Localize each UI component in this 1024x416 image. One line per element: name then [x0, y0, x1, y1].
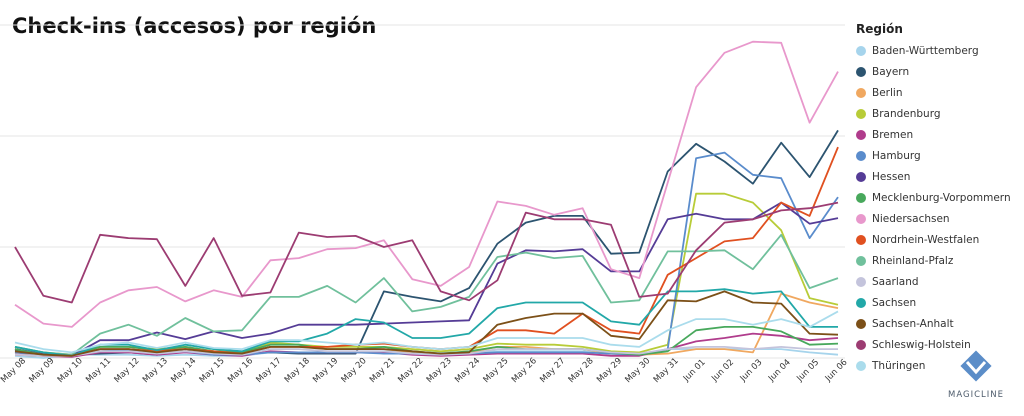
legend-swatch — [856, 255, 866, 266]
x-tick-label: May 14 — [169, 356, 198, 385]
legend-swatch — [856, 66, 866, 77]
x-tick-label: May 17 — [254, 356, 283, 385]
legend-label: Brandenburg — [872, 107, 941, 120]
brand-logo: MAGICLINE — [944, 348, 1008, 400]
x-tick-label: Jun 04 — [766, 358, 793, 385]
legend-swatch — [856, 150, 866, 161]
series-lines — [14, 40, 839, 359]
legend-item[interactable]: Hessen — [856, 166, 1021, 187]
legend-item[interactable]: Brandenburg — [856, 103, 1021, 124]
legend-item[interactable]: Sachsen-Anhalt — [856, 313, 1021, 334]
x-tick-label: May 23 — [425, 356, 454, 385]
legend-swatch — [856, 87, 866, 98]
x-tick-label: May 26 — [510, 356, 539, 385]
series-line — [14, 345, 838, 357]
legend-swatch — [856, 171, 866, 182]
grid-lines — [0, 24, 845, 359]
x-tick-label: May 18 — [283, 356, 312, 385]
legend-label: Sachsen-Anhalt — [872, 317, 954, 330]
legend-swatch — [856, 339, 866, 350]
legend-label: Bremen — [872, 128, 914, 141]
legend: Región Baden-Württemberg Bayern Berlin Bran… — [856, 22, 1021, 376]
x-tick-label: May 19 — [311, 356, 340, 385]
legend-label: Niedersachsen — [872, 212, 950, 225]
x-tick-label: Jun 06 — [823, 358, 850, 385]
legend-swatch — [856, 297, 866, 308]
legend-item[interactable]: Mecklenburg-Vorpommern — [856, 187, 1021, 208]
legend-item[interactable]: Nordrhein-Westfalen — [856, 229, 1021, 250]
x-tick-label: May 25 — [482, 356, 511, 385]
brand-name: MAGICLINE — [948, 390, 1004, 400]
legend-swatch — [856, 318, 866, 329]
x-tick-label: May 29 — [595, 356, 624, 385]
legend-item[interactable]: Saarland — [856, 271, 1021, 292]
legend-swatch — [856, 129, 866, 140]
series-line — [14, 201, 839, 357]
legend-label: Berlin — [872, 86, 903, 99]
legend-swatch — [856, 192, 866, 203]
legend-item[interactable]: Hamburg — [856, 145, 1021, 166]
legend-item[interactable]: Bayern — [856, 61, 1021, 82]
legend-label: Nordrhein-Westfalen — [872, 233, 980, 246]
x-tick-label: Jun 02 — [709, 358, 736, 385]
x-tick-label: May 13 — [141, 356, 170, 385]
x-axis-ticks: May 08 May 09 May 10 May 11 May 12 May 13 May … — [0, 356, 850, 385]
legend-item[interactable]: Schleswig-Holstein — [856, 334, 1021, 355]
legend-label: Schleswig-Holstein — [872, 338, 971, 351]
series-line — [14, 288, 838, 357]
x-tick-label: Jun 01 — [681, 358, 708, 385]
legend-swatch — [856, 45, 866, 56]
legend-swatch — [856, 213, 866, 224]
legend-label: Baden-Württemberg — [872, 44, 979, 57]
x-tick-label: May 27 — [538, 356, 567, 385]
x-tick-label: May 09 — [27, 356, 56, 385]
legend-label: Sachsen — [872, 296, 917, 309]
legend-label: Hessen — [872, 170, 911, 183]
x-tick-label: Jun 05 — [794, 358, 821, 385]
line-chart: May 08 May 09 May 10 May 11 May 12 May 13 May … — [0, 24, 850, 385]
chart-title: Check-ins (accesos) por región — [12, 14, 377, 38]
series-line — [14, 201, 839, 304]
x-tick-label: May 10 — [56, 356, 85, 385]
series-line — [14, 151, 839, 356]
x-tick-label: May 15 — [198, 356, 227, 385]
series-line — [14, 310, 839, 354]
legend-swatch — [856, 234, 866, 245]
series-line — [14, 233, 839, 356]
legend-label: Saarland — [872, 275, 919, 288]
legend-item[interactable]: Baden-Württemberg — [856, 40, 1021, 61]
legend-item[interactable]: Niedersachsen — [856, 208, 1021, 229]
x-tick-label: May 08 — [0, 356, 28, 385]
series-line — [14, 40, 839, 328]
series-line — [14, 332, 839, 358]
x-tick-label: May 12 — [113, 356, 142, 385]
x-tick-label: May 24 — [453, 356, 482, 385]
series-line — [14, 290, 839, 357]
legend-title: Región — [856, 22, 903, 36]
legend-item[interactable]: Berlin — [856, 82, 1021, 103]
x-tick-label: May 21 — [368, 356, 397, 385]
legend-item[interactable]: Sachsen — [856, 292, 1021, 313]
x-tick-label: May 20 — [340, 356, 369, 385]
legend-items: Baden-Württemberg Bayern Berlin Brandenburg… — [856, 40, 1021, 376]
legend-item[interactable]: Bremen — [856, 124, 1021, 145]
x-tick-label: May 28 — [567, 356, 596, 385]
legend-item[interactable]: Thüringen — [856, 355, 1021, 376]
legend-label: Hamburg — [872, 149, 921, 162]
legend-swatch — [856, 276, 866, 287]
legend-label: Thüringen — [872, 359, 926, 372]
legend-swatch — [856, 360, 866, 371]
x-tick-label: May 22 — [396, 356, 425, 385]
legend-label: Mecklenburg-Vorpommern — [872, 191, 1011, 204]
legend-label: Rheinland-Pfalz — [872, 254, 954, 267]
magicline-logo-icon — [960, 350, 992, 382]
x-tick-label: Jun 03 — [738, 358, 765, 385]
x-tick-label: May 11 — [84, 356, 113, 385]
legend-label: Bayern — [872, 65, 910, 78]
x-tick-label: May 31 — [652, 356, 681, 385]
x-tick-label: May 30 — [623, 356, 652, 385]
x-tick-label: May 16 — [226, 356, 255, 385]
legend-item[interactable]: Rheinland-Pfalz — [856, 250, 1021, 271]
legend-swatch — [856, 108, 866, 119]
